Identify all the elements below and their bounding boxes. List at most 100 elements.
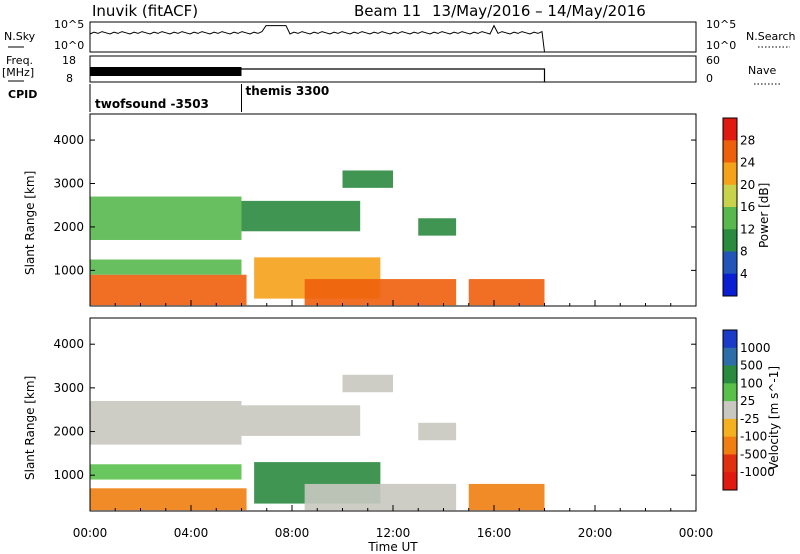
velocity-data-regions bbox=[90, 374, 545, 511]
data-region bbox=[90, 259, 242, 275]
power-x-ticks bbox=[89, 300, 697, 306]
colorbar-segment bbox=[723, 184, 737, 208]
colorbar-tick-label: -100 bbox=[740, 430, 767, 444]
freq-tick-bottom: 8 bbox=[66, 72, 73, 85]
freq-tick-top: 18 bbox=[62, 54, 76, 67]
colorbar-tick-label: 8 bbox=[740, 245, 748, 259]
time-tick-label: 08:00 bbox=[275, 526, 310, 540]
colorbar-segment bbox=[723, 401, 737, 420]
colorbar-tick-label: 16 bbox=[740, 200, 755, 214]
data-region bbox=[241, 200, 361, 232]
nsky-tick-bottom: 10^0 bbox=[54, 39, 84, 52]
time-tick-label: 04:00 bbox=[174, 526, 209, 540]
freq-unit: [MHz] bbox=[2, 66, 34, 79]
time-tick-label: 20:00 bbox=[578, 526, 613, 540]
velocity-y-ticks: 1000 2000 3000 4000 bbox=[53, 337, 696, 482]
data-region bbox=[241, 405, 361, 436]
freq-trace bbox=[241, 68, 546, 82]
y-tick-label: 2000 bbox=[53, 425, 84, 439]
data-region bbox=[342, 374, 393, 393]
colorbar-tick-label: 1000 bbox=[740, 341, 771, 355]
colorbar-segment bbox=[723, 436, 737, 455]
nsearch-tick-bottom: 10^0 bbox=[706, 39, 736, 52]
freq-trace-dense bbox=[90, 67, 242, 76]
velocity-panel: 1000 2000 3000 4000 Slant Range [km] 1000 50… bbox=[23, 317, 781, 512]
y-tick-label: 1000 bbox=[53, 263, 84, 277]
power-colorbar-label: Power [dB] bbox=[757, 183, 771, 248]
colorbar-tick-label: 28 bbox=[740, 133, 755, 147]
data-region bbox=[90, 400, 242, 445]
colorbar-tick-label: -25 bbox=[740, 412, 760, 426]
colorbar-segment bbox=[723, 273, 737, 297]
colorbar-segment bbox=[723, 472, 737, 491]
nsearch-tick-top: 10^5 bbox=[706, 18, 736, 31]
velocity-x-ticks bbox=[89, 505, 697, 511]
time-tick-label: 12:00 bbox=[376, 526, 411, 540]
power-colorbar: 4 8 12 16 20 24 28 bbox=[722, 117, 755, 297]
cpid-label: CPID bbox=[8, 88, 37, 101]
power-panel: 1000 2000 3000 4000 Slant Range [km] 4 8 12 16… bbox=[23, 113, 771, 307]
time-tick-label: 00:00 bbox=[679, 526, 714, 540]
time-axis-title: Time UT bbox=[367, 540, 418, 554]
y-tick-label: 3000 bbox=[53, 381, 84, 395]
beam-label: Beam 11 bbox=[354, 2, 421, 20]
y-tick-label: 2000 bbox=[53, 220, 84, 234]
colorbar-segment bbox=[723, 418, 737, 438]
colorbar-segment bbox=[723, 365, 737, 384]
y-tick-label: 1000 bbox=[53, 468, 84, 482]
colorbar-tick-label: 20 bbox=[740, 178, 755, 192]
data-region bbox=[418, 218, 457, 236]
time-axis-labels: 00:00 04:00 08:00 12:00 16:00 20:00 00:00 bbox=[73, 526, 714, 540]
data-region bbox=[90, 274, 247, 306]
data-region bbox=[90, 488, 247, 511]
colorbar-tick-label: 25 bbox=[740, 394, 755, 408]
colorbar-segment bbox=[723, 347, 737, 367]
nsearch-label: N.Search bbox=[746, 30, 796, 43]
power-y-axis-label: Slant Range [km] bbox=[23, 171, 37, 275]
velocity-colorbar: 1000 500 100 25 -25 -100 -500 -1000 bbox=[722, 329, 775, 491]
power-data-regions bbox=[90, 170, 545, 306]
nsky-tick-top: 10^5 bbox=[54, 18, 84, 31]
cpid-mode-themis: themis 3300 bbox=[246, 84, 330, 98]
velocity-y-axis-label: Slant Range [km] bbox=[23, 376, 37, 480]
colorbar-segment bbox=[723, 207, 737, 230]
data-region bbox=[304, 483, 457, 511]
nsky-label: N.Sky bbox=[4, 30, 36, 43]
colorbar-segment bbox=[723, 383, 737, 402]
colorbar-segment bbox=[723, 454, 737, 473]
nsky-trace bbox=[89, 24, 545, 53]
colorbar-tick-label: 500 bbox=[740, 359, 763, 373]
nave-tick-top: 60 bbox=[706, 54, 720, 67]
colorbar-tick-label: 100 bbox=[740, 376, 763, 390]
data-region bbox=[418, 422, 457, 441]
power-y-ticks: 1000 2000 3000 4000 bbox=[53, 133, 696, 277]
colorbar-segment bbox=[723, 140, 737, 163]
data-region bbox=[468, 279, 545, 306]
colorbar-tick-label: -1000 bbox=[740, 465, 775, 479]
date-range: 13/May/2016 – 14/May/2016 bbox=[432, 2, 646, 20]
y-tick-label: 4000 bbox=[53, 337, 84, 351]
y-tick-label: 4000 bbox=[53, 133, 84, 147]
nave-label: Nave bbox=[748, 64, 776, 77]
colorbar-tick-label: 12 bbox=[740, 222, 755, 236]
colorbar-segment bbox=[723, 330, 737, 349]
colorbar-segment bbox=[723, 162, 737, 186]
colorbar-tick-label: 4 bbox=[740, 267, 748, 281]
station-title: Inuvik (fitACF) bbox=[92, 2, 198, 20]
colorbar-tick-label: -500 bbox=[740, 447, 767, 461]
colorbar-segment bbox=[723, 251, 737, 275]
y-tick-label: 3000 bbox=[53, 177, 84, 191]
colorbar-segment bbox=[723, 229, 737, 252]
cpid-mode-twofsound: twofsound -3503 bbox=[95, 97, 209, 111]
data-region bbox=[90, 196, 242, 240]
data-region bbox=[304, 279, 457, 306]
nave-tick-bottom: 0 bbox=[706, 72, 713, 85]
nsky-panel-frame bbox=[89, 21, 697, 53]
data-region bbox=[468, 483, 545, 511]
data-region bbox=[90, 464, 242, 480]
colorbar-segment bbox=[723, 118, 737, 141]
colorbar-tick-label: 24 bbox=[740, 156, 755, 170]
freq-label: Freq. bbox=[6, 54, 33, 67]
velocity-colorbar-label: Velocity [m s^-1] bbox=[767, 366, 781, 470]
